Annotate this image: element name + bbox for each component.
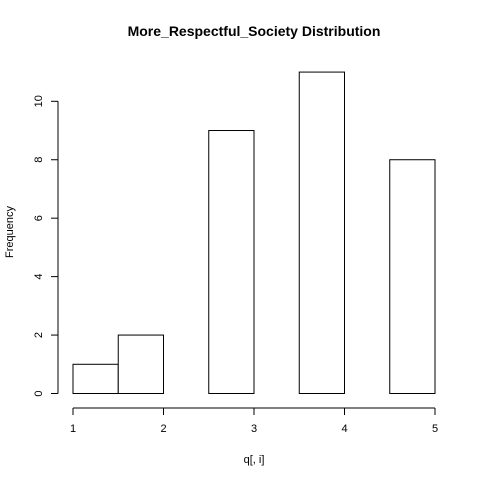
x-tick-label-1: 2 [160,423,166,435]
y-tick-label-3: 6 [33,215,45,221]
y-tick-label-2: 4 [33,274,45,280]
x-tick-label-2: 3 [251,423,257,435]
x-axis: 1 2 3 4 5 [70,407,438,435]
y-tick-label-4: 8 [33,157,45,163]
x-axis-label: q[, i] [244,454,265,466]
histogram-bar-5 [298,71,345,395]
y-tick-label-5: 10 [33,95,45,107]
x-tick-label-3: 4 [341,423,347,435]
y-tick-label-0: 0 [33,390,45,396]
histogram-bar-0 [72,363,119,394]
y-axis: 0 2 4 6 8 10 [33,95,59,397]
bars-group [72,71,436,395]
histogram-bar-1 [117,334,164,394]
x-tick-label-0: 1 [70,423,76,435]
x-tick-label-4: 5 [432,423,438,435]
y-tick-label-1: 2 [33,332,45,338]
y-axis-label: Frequency [4,206,16,258]
histogram-bar-7 [389,159,436,394]
histogram-bar-3 [208,130,255,395]
chart-title: More_Respectful_Society Distribution [128,23,381,39]
